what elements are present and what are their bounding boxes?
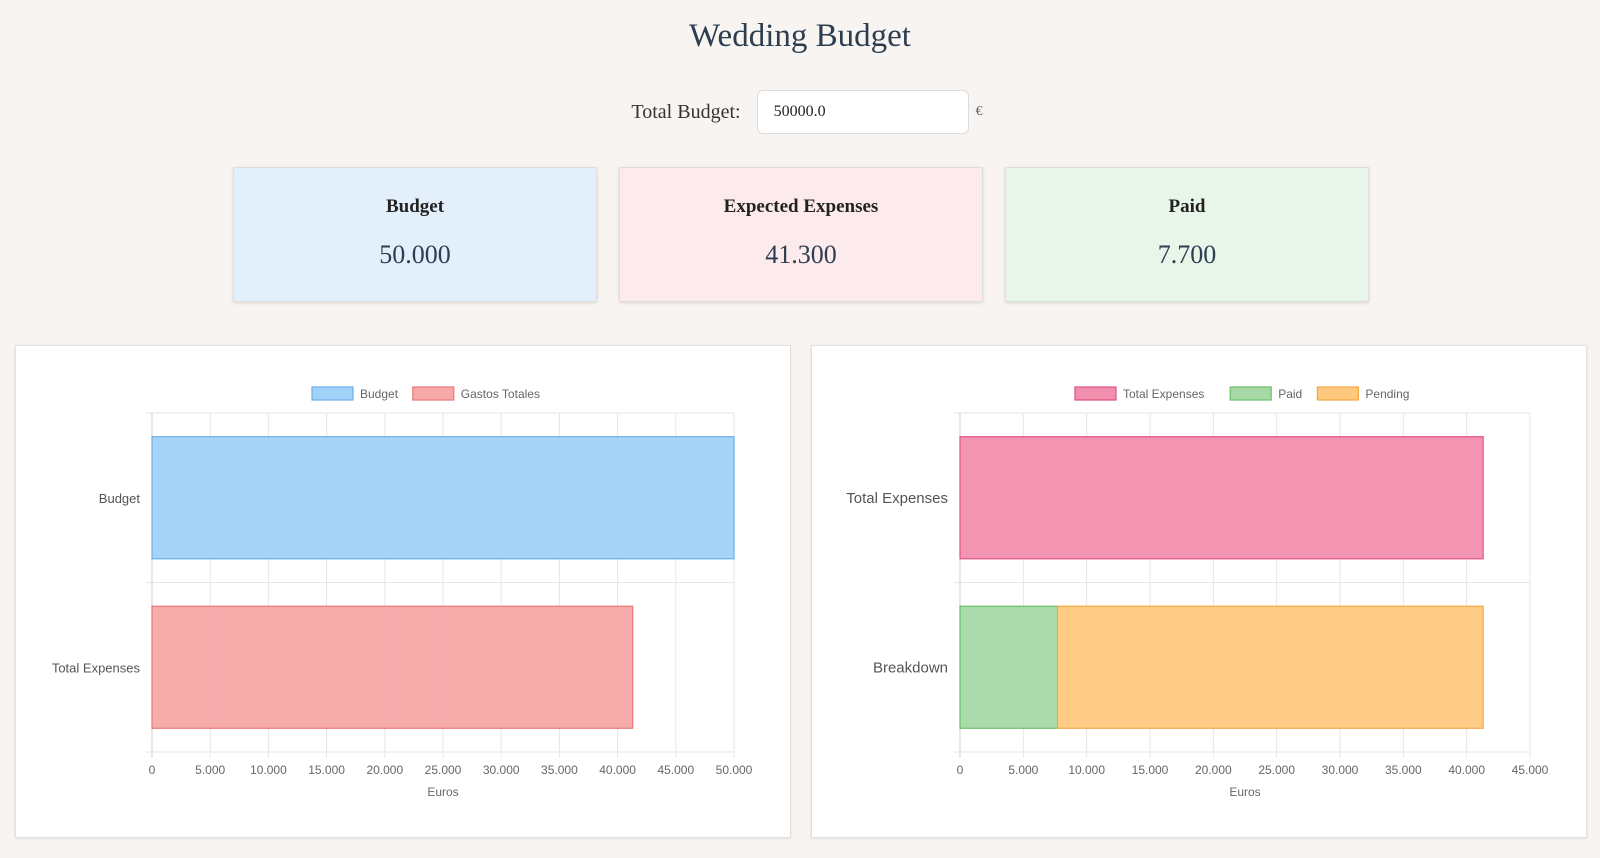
legend-label-paid: Paid (1278, 387, 1302, 401)
bar-pending-breakdown (1056, 605, 1484, 729)
category-label: Breakdown (873, 659, 948, 676)
x-tick-label: 10.000 (250, 763, 287, 777)
legend-swatch-gastos-totales (412, 386, 455, 401)
x-axis-title: Euros (1229, 785, 1260, 799)
legend-swatch-pending (1316, 386, 1359, 401)
category-label: Total Expenses (52, 660, 141, 675)
x-axis-title: Euros (427, 785, 458, 799)
x-tick-label: 5.000 (195, 763, 225, 777)
expenses-breakdown-chart: Total Expenses Breakdown 0 5.000 10.000 15.00… (846, 386, 1549, 799)
legend-swatch-paid (1229, 386, 1272, 401)
x-tick-label: 10.000 (1068, 763, 1105, 777)
x-tick-label: 30.000 (1322, 763, 1359, 777)
budget-card-value: 50.000 (379, 240, 451, 269)
budget-card: Budget 50.000 (233, 167, 597, 302)
total-budget-row: Total Budget: € (0, 90, 1600, 134)
page-title: Wedding Budget (689, 18, 911, 54)
budget-vs-expenses-chart: Budget Total Expenses 0 5.000 10.000 15.000 20… (52, 386, 753, 799)
x-tick-label: 35.000 (541, 763, 578, 777)
x-tick-label: 25.000 (425, 763, 462, 777)
total-budget-field[interactable]: € (756, 90, 983, 134)
legend-label-pending: Pending (1365, 387, 1409, 401)
legend-label-total-expenses: Total Expenses (1123, 387, 1204, 401)
x-tick-label: 25.000 (1258, 763, 1295, 777)
x-tick-label: 50.000 (716, 763, 753, 777)
x-tick-label: 40.000 (599, 763, 636, 777)
total-budget-label: Total Budget: (631, 100, 741, 123)
x-tick-label: 15.000 (1132, 763, 1169, 777)
bar-total-expenses-total-expenses (959, 436, 1484, 560)
x-tick-label: 45.000 (657, 763, 694, 777)
bar-gastos-totales-total-expenses (151, 605, 634, 729)
category-label: Budget (99, 491, 141, 506)
paid-card-title: Paid (1168, 196, 1206, 217)
legend-swatch-budget (311, 386, 354, 401)
x-tick-label: 45.000 (1512, 763, 1549, 777)
euro-icon: € (975, 104, 983, 119)
x-tick-label: 35.000 (1385, 763, 1422, 777)
legend-label-budget: Budget (360, 387, 399, 401)
x-tick-label: 20.000 (1195, 763, 1232, 777)
legend-swatch-total-expenses (1074, 386, 1117, 401)
budget-vs-expenses-panel: Budget Total Expenses 0 5.000 10.000 15.000 20… (15, 345, 791, 838)
expected-expenses-card: Expected Expenses 41.300 (619, 167, 983, 302)
bar-budget-budget (151, 436, 735, 560)
legend-label-gastos-totales: Gastos Totales (461, 387, 540, 401)
x-tick-label: 0 (149, 763, 156, 777)
paid-card: Paid 7.700 (1005, 167, 1369, 302)
bar-paid-breakdown (959, 605, 1059, 729)
budget-card-title: Budget (385, 196, 445, 217)
paid-card-value: 7.700 (1157, 240, 1217, 269)
total-budget-input[interactable] (771, 102, 976, 122)
x-tick-label: 20.000 (366, 763, 403, 777)
x-tick-label: 30.000 (483, 763, 520, 777)
expenses-breakdown-panel: Total Expenses Breakdown 0 5.000 10.000 15.00… (811, 345, 1587, 838)
expected-expenses-card-title: Expected Expenses (723, 196, 879, 217)
x-tick-label: 40.000 (1448, 763, 1485, 777)
x-tick-label: 15.000 (308, 763, 345, 777)
expected-expenses-card-value: 41.300 (765, 240, 837, 269)
category-label: Total Expenses (846, 490, 948, 507)
x-tick-label: 5.000 (1008, 763, 1038, 777)
x-tick-label: 0 (957, 763, 964, 777)
